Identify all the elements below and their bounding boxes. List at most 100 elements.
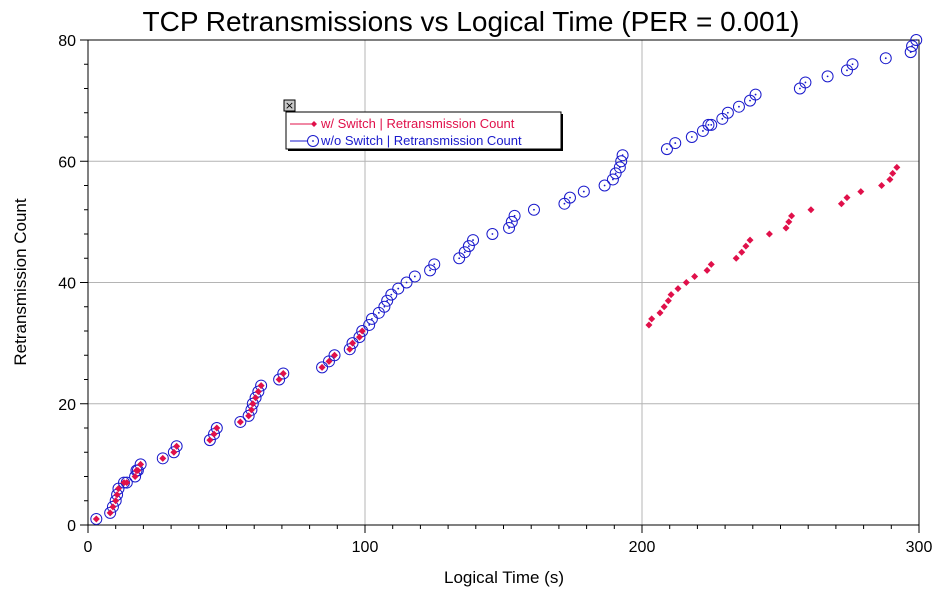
point-with-switch: [236, 418, 244, 426]
point-without-switch-center: [603, 184, 606, 187]
point-with-switch: [206, 436, 214, 444]
point-with-switch: [252, 394, 260, 402]
point-without-switch-center: [508, 227, 510, 229]
point-without-switch-center: [390, 293, 393, 296]
point-without-switch-center: [702, 130, 704, 132]
point-with-switch: [346, 345, 354, 353]
legend-marker-circle-icon: [307, 135, 319, 147]
point-without-switch: [615, 155, 628, 168]
point-with-switch: [213, 424, 221, 432]
point-without-switch: [577, 185, 590, 198]
point-with-switch: [732, 254, 740, 262]
point-without-switch-center: [674, 142, 677, 144]
point-with-switch: [682, 279, 690, 286]
point-without-switch: [486, 228, 499, 240]
chart-title: TCP Retransmissions vs Logical Time (PER…: [143, 6, 800, 37]
point-without-switch-center: [467, 245, 470, 248]
point-without-switch-center: [383, 305, 386, 308]
point-with-switch: [318, 363, 326, 371]
point-without-switch: [846, 58, 859, 71]
point-without-switch-center: [413, 275, 416, 278]
point-without-switch-center: [533, 208, 535, 211]
legend-close-icon[interactable]: ×: [285, 99, 294, 112]
point-without-switch-center: [368, 324, 371, 326]
point-with-switch: [245, 412, 253, 420]
point-without-switch: [462, 240, 475, 253]
legend-marker-diamond-icon: [311, 121, 317, 127]
point-without-switch: [616, 149, 629, 162]
point-with-switch: [109, 503, 117, 511]
point-with-switch: [691, 272, 699, 280]
legend-shadow-bottom: [288, 149, 563, 151]
point-with-switch: [349, 339, 357, 347]
point-with-switch: [123, 479, 131, 487]
legend-box: [285, 111, 562, 150]
point-without-switch-center: [754, 93, 757, 96]
point-without-switch: [328, 349, 341, 362]
y-axis-label: Retransmission Count: [11, 198, 30, 366]
point-without-switch-center: [710, 123, 713, 126]
point-without-switch-center: [911, 45, 913, 47]
point-with-switch: [159, 454, 167, 462]
point-without-switch-center: [582, 190, 585, 193]
x-tick-label: 0: [84, 539, 93, 556]
point-without-switch-center: [846, 69, 848, 72]
point-without-switch: [503, 221, 516, 234]
legend-close-button[interactable]: ×: [283, 99, 296, 112]
point-without-switch: [702, 118, 715, 131]
point-without-switch: [527, 203, 540, 216]
grid-lines: [88, 40, 919, 525]
point-without-switch: [613, 161, 626, 174]
point-without-switch: [392, 282, 405, 295]
point-without-switch: [508, 209, 521, 222]
point-with-switch: [765, 230, 773, 238]
point-with-switch: [254, 388, 262, 396]
point-with-switch: [106, 509, 114, 517]
x-tick-label: 200: [629, 539, 656, 556]
point-with-switch: [279, 369, 287, 377]
point-without-switch-center: [563, 202, 566, 205]
point-without-switch: [732, 100, 745, 113]
y-tick-label: 40: [58, 276, 76, 293]
point-without-switch: [428, 258, 441, 271]
point-with-switch: [703, 266, 711, 274]
point-without-switch-center: [569, 196, 571, 199]
point-with-switch: [648, 315, 656, 323]
legend-marker-dot-icon: [312, 140, 314, 142]
point-without-switch: [669, 137, 682, 150]
point-without-switch-center: [804, 81, 807, 84]
point-with-switch: [92, 515, 100, 523]
series-without-switch: [90, 34, 923, 525]
point-without-switch: [721, 106, 734, 119]
point-without-switch: [400, 276, 413, 289]
point-without-switch-center: [491, 233, 494, 235]
point-without-switch-center: [612, 178, 614, 181]
legend-label-without-switch: w/o Switch | Retransmission Count: [320, 133, 522, 148]
point-without-switch: [685, 131, 698, 143]
point-with-switch: [355, 333, 363, 341]
y-tick-label: 0: [67, 518, 76, 535]
point-without-switch: [363, 318, 376, 331]
point-with-switch: [742, 242, 750, 250]
point-without-switch-center: [614, 172, 617, 175]
point-with-switch: [664, 297, 672, 305]
x-tick-label: 100: [352, 539, 379, 556]
point-without-switch-center: [377, 311, 380, 314]
point-with-switch: [889, 169, 897, 177]
point-without-switch-center: [621, 154, 624, 157]
series-layer: [90, 34, 923, 525]
point-without-switch: [378, 300, 391, 313]
point-without-switch: [365, 312, 378, 325]
point-without-switch-center: [513, 214, 516, 217]
point-without-switch-center: [707, 123, 710, 126]
point-with-switch: [782, 224, 790, 232]
point-without-switch: [458, 246, 471, 259]
point-without-switch: [385, 288, 398, 301]
legend-entry-without-switch: w/o Switch | Retransmission Count: [290, 133, 522, 148]
legend-entry-with-switch: w/ Switch | Retransmission Count: [290, 116, 515, 131]
point-without-switch: [609, 167, 622, 180]
point-without-switch: [316, 361, 329, 374]
point-without-switch-center: [371, 317, 373, 320]
point-without-switch: [660, 143, 673, 156]
point-without-switch-center: [433, 263, 436, 266]
